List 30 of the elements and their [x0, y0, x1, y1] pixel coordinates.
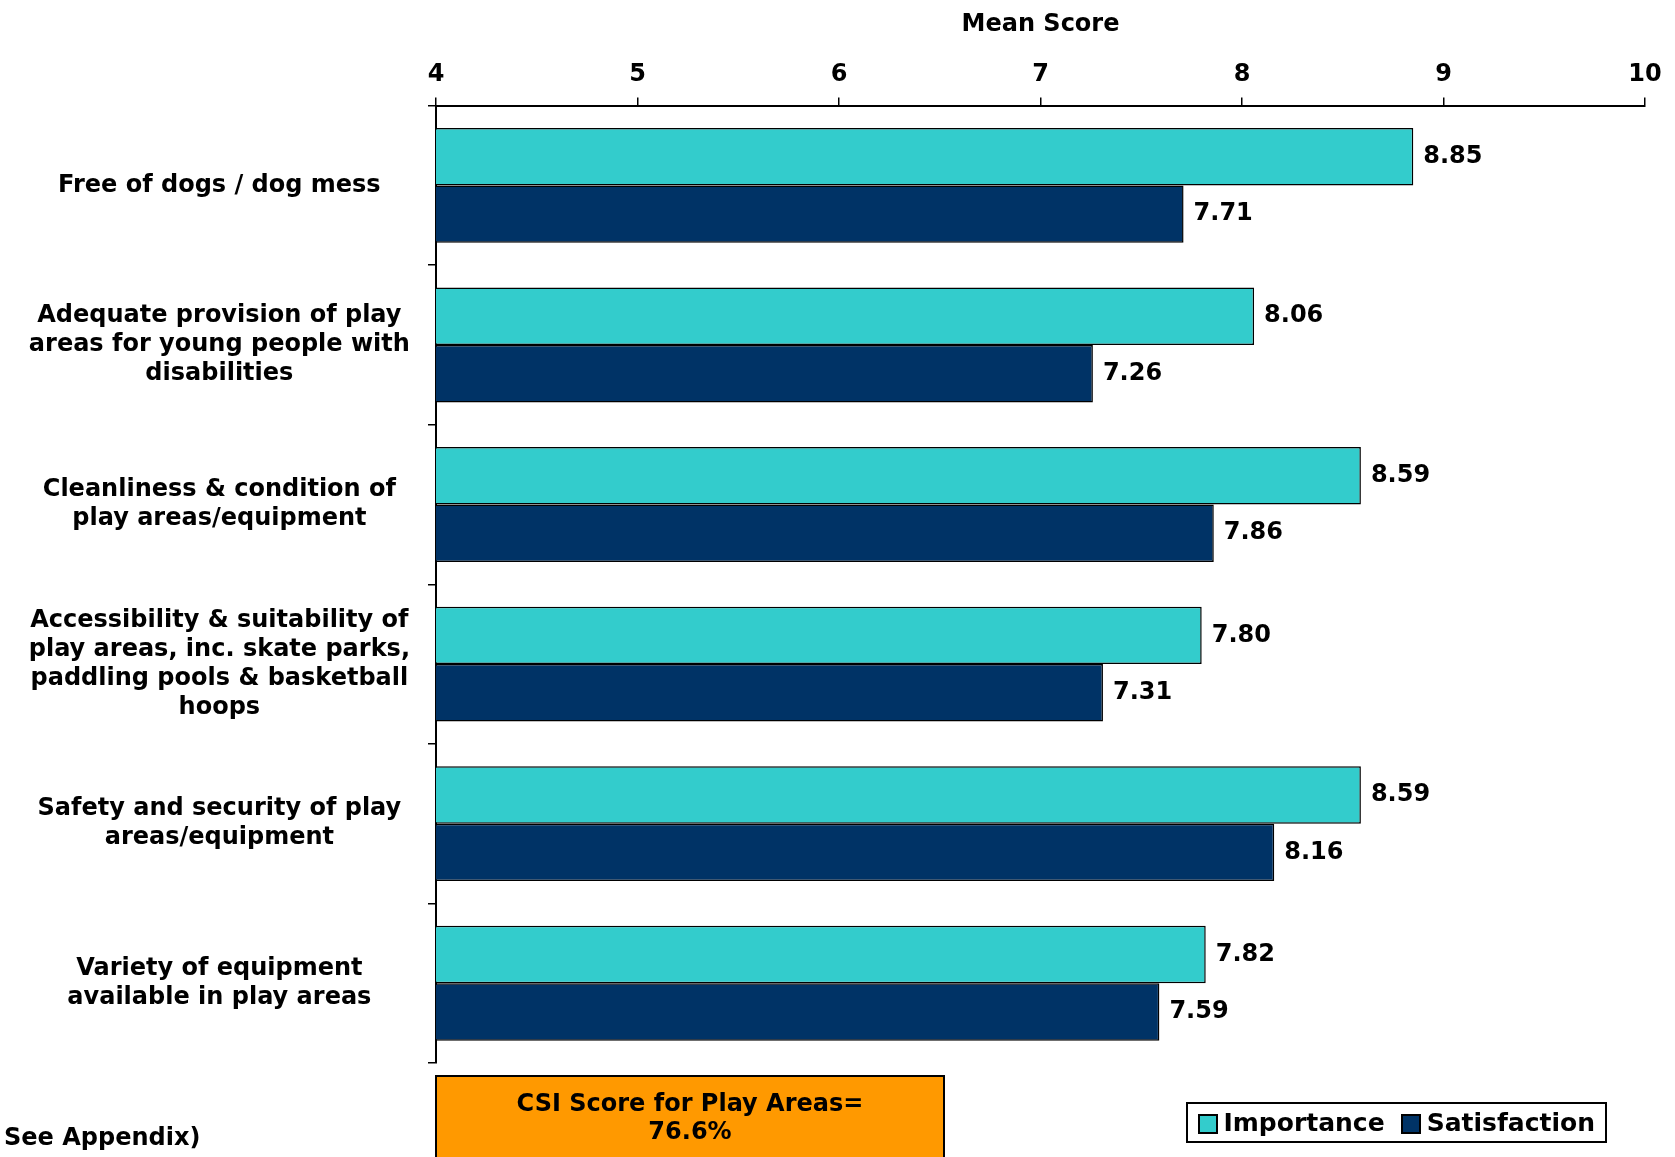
y-tick-label: Adequate provision of play areas for young people with disabilities — [28, 300, 410, 386]
data-label: 8.16 — [1284, 836, 1344, 865]
y-tick-label: Variety of equipment available in play areas — [67, 953, 372, 1010]
x-tick-label: 4 — [427, 59, 445, 88]
legend-label: Satisfaction — [1425, 1108, 1595, 1137]
x-tick-label: 9 — [1435, 59, 1452, 88]
y-tick-label: Accessibility & suitability of play areas, inc. skate parks, paddling pools & basketball hoops — [28, 605, 410, 720]
x-tick-label: 10 — [1628, 59, 1662, 88]
x-tick-label: 7 — [1032, 59, 1049, 88]
data-label: 7.26 — [1102, 357, 1163, 386]
data-label: 8.06 — [1264, 300, 1324, 329]
x-axis-title: Mean Score — [961, 8, 1120, 37]
data-label: 7.86 — [1223, 517, 1284, 546]
y-tick-label: Cleanliness & condition of play areas/equipment — [42, 474, 397, 532]
text: See Appendix) — [4, 1123, 201, 1151]
data-label: 7.71 — [1193, 198, 1253, 227]
x-tick-label: 8 — [1233, 59, 1251, 88]
x-tick-label: 6 — [830, 59, 848, 88]
legend-label: Importance — [1222, 1108, 1385, 1137]
data-label: 8.59 — [1370, 779, 1431, 808]
data-label: 7.82 — [1215, 938, 1275, 967]
x-tick-label: 5 — [629, 59, 646, 88]
data-label: 7.80 — [1211, 619, 1271, 648]
y-tick-label: Free of dogs / dog mess — [58, 169, 381, 198]
data-label: 7.59 — [1169, 996, 1229, 1025]
data-label: 7.31 — [1112, 677, 1173, 706]
data-label: 8.59 — [1370, 460, 1431, 489]
y-tick-label: Safety and security of play areas/equipment — [37, 793, 402, 851]
data-label: 8.85 — [1423, 140, 1483, 169]
text: CSI Score for Play Areas= 76.6% — [435, 1075, 945, 1157]
